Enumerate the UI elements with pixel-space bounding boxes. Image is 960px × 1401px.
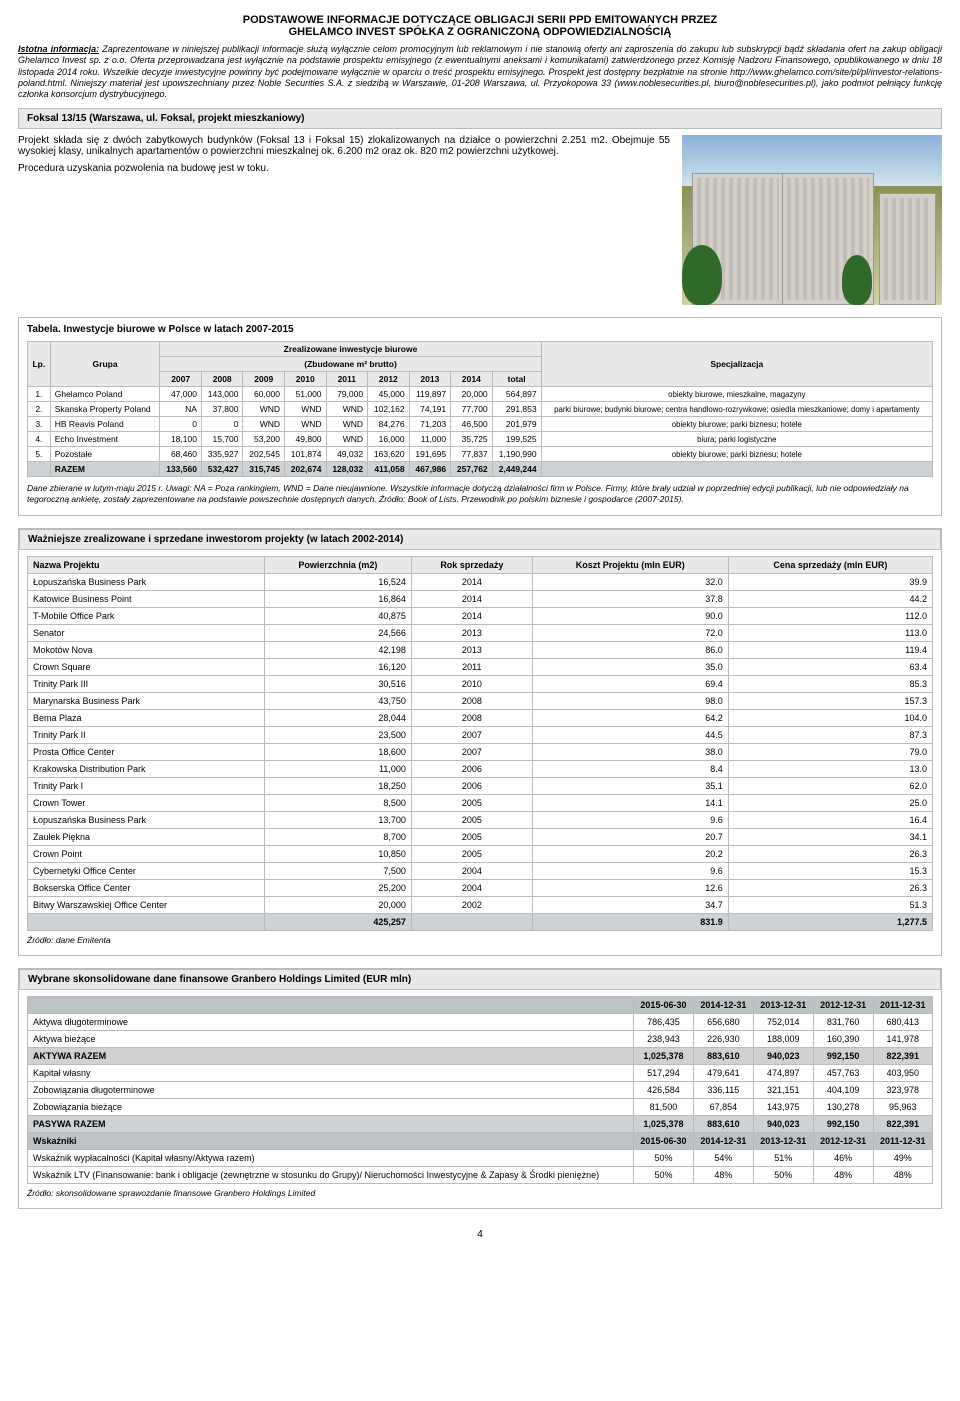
disclaimer-text: Zaprezentowane w niniejszej publikacji i…	[18, 44, 942, 99]
year-col: 2008	[201, 372, 243, 387]
table-row: Wskaźnik wypłacalności (Kapitał własny/A…	[28, 1150, 933, 1167]
projects-col: Powierzchnia (m2)	[264, 557, 411, 574]
col-grupa: Grupa	[50, 342, 160, 387]
projects-col: Rok sprzedaży	[411, 557, 532, 574]
table-row: Łopuszańska Business Park13,70020059.616…	[28, 812, 933, 829]
disclaimer: Istotna informacja: Zaprezentowane w nin…	[18, 44, 942, 100]
table-row: Łopuszańska Business Park16,524201432.03…	[28, 574, 933, 591]
page-number: 4	[18, 1229, 942, 1240]
table-row: Cybernetyki Office Center7,50020049.615.…	[28, 863, 933, 880]
table-row: Krakowska Distribution Park11,00020068.4…	[28, 761, 933, 778]
col-super2: (Zbudowane m² brutto)	[160, 357, 541, 372]
table-row: Bema Plaza28,044200864.2104.0	[28, 710, 933, 727]
sum-row: 425,257831.91,277.5	[28, 914, 933, 931]
investments-caption: Tabela. Inwestycje biurowe w Polsce w la…	[27, 324, 933, 335]
table-row: T-Mobile Office Park40,875201490.0112.0	[28, 608, 933, 625]
table-row: Trinity Park II23,500200744.587.3	[28, 727, 933, 744]
table-row: PASYWA RAZEM1,025,378883,610940,023992,1…	[28, 1116, 933, 1133]
empty-head	[28, 997, 634, 1014]
table-row: Marynarska Business Park43,750200898.015…	[28, 693, 933, 710]
financial-section: Wybrane skonsolidowane dane finansowe Gr…	[18, 968, 942, 1209]
total-row: RAZEM133,560532,427315,745202,674128,032…	[28, 462, 933, 477]
col-lp: Lp.	[28, 342, 51, 387]
table-row: Aktywa długoterminowe786,435656,680752,0…	[28, 1014, 933, 1031]
table-row: Prosta Office Center18,600200738.079.0	[28, 744, 933, 761]
projects-col: Nazwa Projektu	[28, 557, 265, 574]
year-col: 2012	[368, 372, 410, 387]
table-row: Aktywa bieżące238,943226,930188,009160,3…	[28, 1031, 933, 1048]
table-row: Crown Tower8,500200514.125.0	[28, 795, 933, 812]
table-row: Trinity Park I18,250200635.162.0	[28, 778, 933, 795]
year-col: 2013	[409, 372, 451, 387]
table-row: Zobowiązania bieżące81,50067,854143,9751…	[28, 1099, 933, 1116]
disclaimer-label: Istotna informacja:	[18, 44, 99, 54]
investments-notes: Dane zbierane w lutym-maju 2015 r. Uwagi…	[27, 483, 933, 505]
table-row: 5.Pozostałe68,460335,927202,545101,87449…	[28, 447, 933, 462]
projects-col: Cena sprzedaży (mln EUR)	[728, 557, 932, 574]
foksal-title: Foksal 13/15 (Warszawa, ul. Foksal, proj…	[18, 108, 942, 129]
table-row: 3.HB Reavis Poland00WNDWNDWND84,27671,20…	[28, 417, 933, 432]
col-spec: Specjalizacja	[541, 342, 932, 387]
period-col: 2015-06-30	[634, 997, 694, 1014]
table-row: Crown Point10,850200520.226.3	[28, 846, 933, 863]
doc-title: PODSTAWOWE INFORMACJE DOTYCZĄCE OBLIGACJ…	[18, 14, 942, 38]
foksal-p1: Projekt składa się z dwóch zabytkowych b…	[18, 135, 670, 157]
title-line1: PODSTAWOWE INFORMACJE DOTYCZĄCE OBLIGACJ…	[243, 14, 717, 26]
table-row: Mokotów Nova42,198201386.0119.4	[28, 642, 933, 659]
year-col: 2011	[326, 372, 368, 387]
foksal-p2: Procedura uzyskania pozwolenia na budowę…	[18, 163, 670, 174]
table-row: Senator24,566201372.0113.0	[28, 625, 933, 642]
table-row: Kapitał własny517,294479,641474,897457,7…	[28, 1065, 933, 1082]
financial-title: Wybrane skonsolidowane dane finansowe Gr…	[19, 969, 941, 990]
foksal-text: Projekt składa się z dwóch zabytkowych b…	[18, 135, 670, 180]
total-col: total	[492, 372, 541, 387]
period-col: 2012-12-31	[813, 997, 873, 1014]
period-col: 2011-12-31	[873, 997, 932, 1014]
year-col: 2010	[285, 372, 327, 387]
year-col: 2009	[243, 372, 285, 387]
table-row: Zobowiązania długoterminowe426,584336,11…	[28, 1082, 933, 1099]
financial-table: 2015-06-302014-12-312013-12-312012-12-31…	[27, 996, 933, 1184]
financial-source: Źródło: skonsolidowane sprawozdanie fina…	[27, 1188, 933, 1198]
projects-title: Ważniejsze zrealizowane i sprzedane inwe…	[19, 529, 941, 550]
ratios-head-row: Wskaźniki2015-06-302014-12-312013-12-312…	[28, 1133, 933, 1150]
projects-section: Ważniejsze zrealizowane i sprzedane inwe…	[18, 528, 942, 956]
projects-source: Źródło: dane Emitenta	[27, 935, 933, 945]
period-col: 2014-12-31	[693, 997, 753, 1014]
table-row: Trinity Park III30,516201069.485.3	[28, 676, 933, 693]
col-super1: Zrealizowane inwestycje biurowe	[160, 342, 541, 357]
table-row: Crown Square16,120201135.063.4	[28, 659, 933, 676]
year-col: 2007	[160, 372, 202, 387]
table-row: 2.Skanska Property PolandNA37,800WNDWNDW…	[28, 402, 933, 417]
projects-table: Nazwa ProjektuPowierzchnia (m2)Rok sprze…	[27, 556, 933, 931]
investments-section: Tabela. Inwestycje biurowe w Polsce w la…	[18, 317, 942, 516]
period-col: 2013-12-31	[753, 997, 813, 1014]
title-line2: GHELAMCO INVEST SPÓŁKA Z OGRANICZONĄ ODP…	[289, 26, 672, 38]
investments-table: Lp. Grupa Zrealizowane inwestycje biurow…	[27, 341, 933, 477]
table-row: Wskaźnik LTV (Finansowanie: bank i oblig…	[28, 1167, 933, 1184]
table-row: Bitwy Warszawskiej Office Center20,00020…	[28, 897, 933, 914]
year-col: 2014	[451, 372, 493, 387]
table-row: AKTYWA RAZEM1,025,378883,610940,023992,1…	[28, 1048, 933, 1065]
table-row: Zaułek Piękna8,700200520.734.1	[28, 829, 933, 846]
table-row: 4.Echo Investment18,10015,70053,20049,80…	[28, 432, 933, 447]
projects-col: Koszt Projektu (mln EUR)	[532, 557, 728, 574]
table-row: 1.Ghelamco Poland47,000143,00060,00051,0…	[28, 387, 933, 402]
foksal-image	[682, 135, 942, 305]
table-row: Katowice Business Point16,864201437.844.…	[28, 591, 933, 608]
table-row: Bokserska Office Center25,200200412.626.…	[28, 880, 933, 897]
